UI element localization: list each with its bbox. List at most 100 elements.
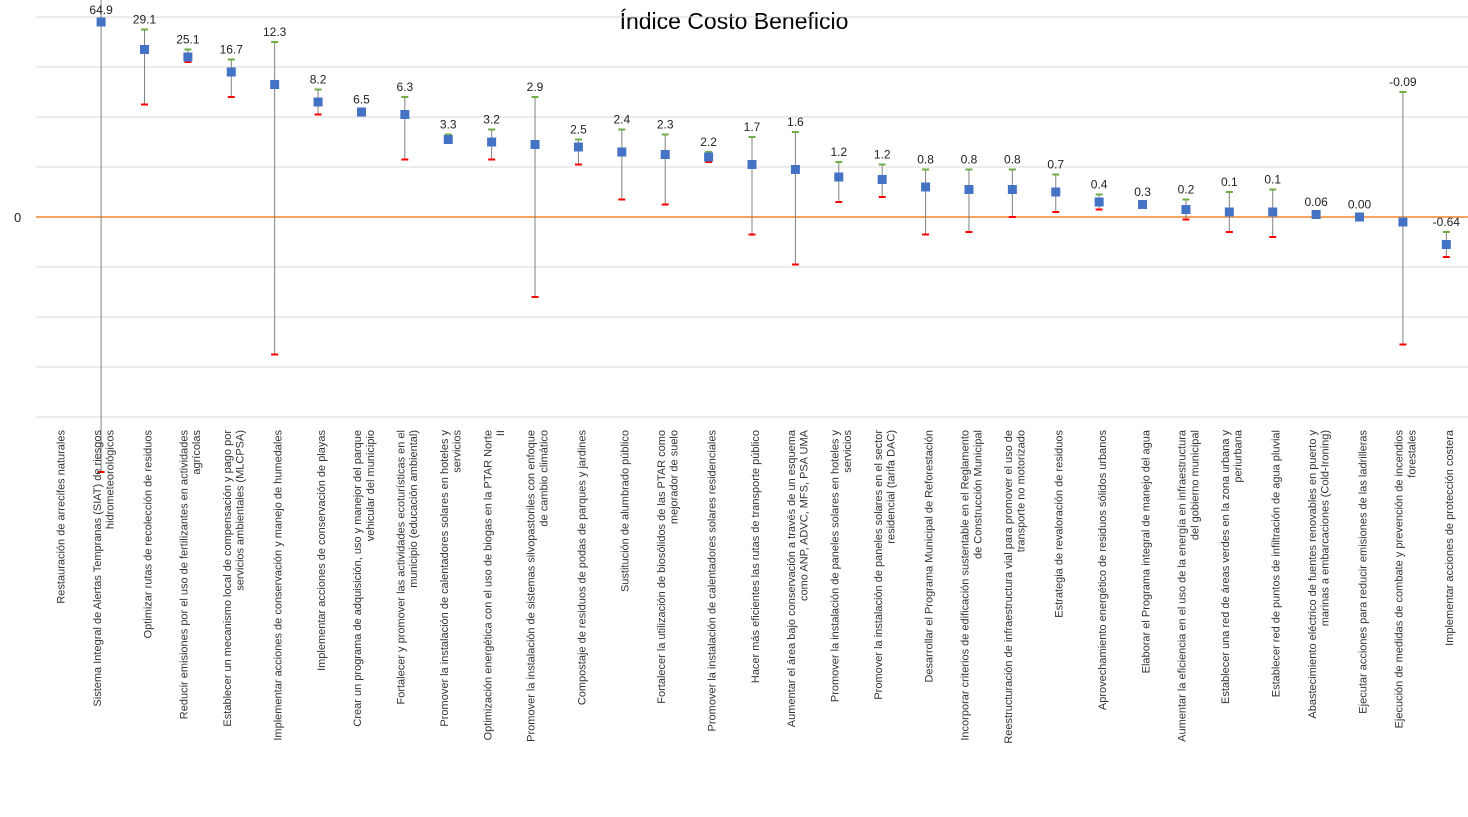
data-label: 0.2 bbox=[1178, 183, 1195, 197]
data-label: 1.7 bbox=[744, 120, 761, 134]
data-point-group: 0.1 Establecer red de puntos de infiltrac… bbox=[1264, 173, 1282, 698]
y-tick-label: 0 bbox=[14, 210, 21, 225]
data-point-group: -0.64 Implementar acciones de protección … bbox=[1433, 215, 1461, 646]
data-label: 0.4 bbox=[1091, 178, 1108, 192]
data-label: 8.2 bbox=[310, 73, 327, 87]
data-point bbox=[617, 147, 627, 157]
data-point bbox=[1355, 212, 1365, 222]
data-label: 0.8 bbox=[917, 153, 934, 167]
data-point bbox=[270, 80, 280, 89]
data-point bbox=[1051, 187, 1061, 197]
data-point bbox=[834, 172, 844, 182]
category-label: Ejecución de medidas de combate y preven… bbox=[1394, 430, 1419, 729]
data-point bbox=[139, 45, 149, 54]
category-label: Compostaje de residuos de podas de parqu… bbox=[576, 430, 588, 706]
data-point-group: 3.2 Optimización energética con el uso de… bbox=[482, 113, 507, 741]
data-point-group: -0.09 Ejecución de medidas de combate y p… bbox=[1389, 75, 1418, 728]
data-point-group: 0.8 Reestructuración de infraestructura v… bbox=[1003, 153, 1028, 744]
category-label: Sistema Integral de Alertas Tempranas (S… bbox=[92, 430, 117, 707]
data-point-group: 8.2 Implementar acciones de conservación … bbox=[310, 73, 328, 671]
data-point bbox=[1094, 197, 1104, 207]
category-label: Promover la instalación de sistemas silv… bbox=[526, 430, 551, 742]
data-point bbox=[1311, 210, 1321, 219]
data-label: 0.1 bbox=[1264, 173, 1281, 187]
data-label: 0.00 bbox=[1348, 198, 1372, 212]
category-label: Implementar acciones de conservación de … bbox=[316, 430, 328, 671]
data-point bbox=[877, 175, 887, 184]
data-label: 0.8 bbox=[961, 153, 978, 167]
data-label: 6.5 bbox=[353, 93, 370, 107]
data-point-group: 1.6 Aumentar el área bajo conservación a … bbox=[786, 115, 811, 727]
data-point-group: 1.2 Promover la instalación de paneles so… bbox=[829, 145, 854, 702]
data-point bbox=[1007, 185, 1017, 194]
category-label: Optimización energética con el uso de bi… bbox=[482, 430, 507, 740]
data-point-group: 16.7 Establecer un mecanismo local de com… bbox=[220, 43, 247, 727]
data-label: 3.2 bbox=[483, 113, 500, 127]
data-label: 6.3 bbox=[397, 80, 414, 94]
data-point bbox=[487, 137, 497, 147]
data-point-group: 112.3Restauración de arrecifes naturales bbox=[56, 430, 68, 604]
data-label: 64.9 bbox=[89, 3, 113, 17]
category-label: Hacer más eficientes las rutas de transp… bbox=[750, 430, 762, 683]
data-point bbox=[964, 185, 974, 194]
data-point bbox=[183, 52, 193, 62]
data-point-group: 12.3 Implementar acciones de conservación… bbox=[263, 25, 287, 741]
category-label: Establecer una red de áreas verdes en la… bbox=[1220, 429, 1245, 704]
data-label: 16.7 bbox=[220, 43, 244, 57]
data-point-group: 0.4 Aprovechamiento energético de residuo… bbox=[1091, 178, 1109, 711]
category-label: Promover la instalación de paneles solar… bbox=[873, 430, 898, 700]
category-label: Promover la instalación de calentadores … bbox=[439, 430, 464, 727]
data-point bbox=[313, 97, 323, 107]
data-label: 2.2 bbox=[700, 135, 717, 149]
data-label: 1.2 bbox=[874, 148, 891, 162]
category-label: Reducir emisiones por el uso de fertiliz… bbox=[179, 430, 204, 720]
category-label: Incorporar criterios de edificación sust… bbox=[960, 430, 985, 741]
category-label: Crear un programa de adquisición, uso y … bbox=[352, 430, 377, 727]
data-label: 0.7 bbox=[1047, 158, 1064, 172]
data-label: 2.9 bbox=[527, 80, 544, 94]
data-point-group: 1.7 Hacer más eficientes las rutas de tra… bbox=[744, 120, 762, 683]
category-label: Fortalecer la utilización de biosólidos … bbox=[656, 430, 681, 704]
data-point bbox=[443, 135, 453, 144]
data-point bbox=[1441, 240, 1451, 249]
category-label: Fortalecer y promover las actividades ec… bbox=[396, 430, 421, 705]
data-point-group: 0.8 Incorporar criterios de edificación s… bbox=[960, 153, 985, 741]
data-point bbox=[1224, 207, 1234, 217]
data-label: 2.4 bbox=[613, 113, 630, 127]
data-point-group: 6.5 Crear un programa de adquisición, uso… bbox=[352, 93, 377, 727]
category-label: Promover la instalación de paneles solar… bbox=[829, 430, 854, 703]
category-label: Establecer red de puntos de infiltración… bbox=[1271, 430, 1283, 697]
data-point bbox=[747, 160, 757, 169]
data-point bbox=[226, 67, 236, 77]
category-label: Reestructuración de infraestructura vial… bbox=[1003, 430, 1028, 744]
category-label: Elaborar el Programa integral de manejo … bbox=[1140, 429, 1152, 673]
data-point-group: 0.1 Establecer una red de áreas verdes en… bbox=[1220, 175, 1245, 704]
data-point bbox=[96, 17, 106, 27]
data-label: 1.6 bbox=[787, 115, 804, 129]
data-point-group: 29.1 Optimizar rutas de recolección de re… bbox=[133, 13, 157, 639]
data-label: 0.06 bbox=[1304, 195, 1328, 209]
data-label: 0.3 bbox=[1134, 185, 1151, 199]
category-label: Implementar acciones de protección coste… bbox=[1444, 429, 1456, 646]
category-label: Desarrollar el Programa Municipal de Ref… bbox=[923, 430, 935, 683]
category-label: Aumentar el área bajo conservación a tra… bbox=[786, 429, 811, 727]
category-label: Promover la instalación de calentadores … bbox=[706, 430, 718, 732]
data-point bbox=[1398, 217, 1408, 227]
data-point bbox=[660, 150, 670, 159]
data-point-group: 0.3 Elaborar el Programa integral de mane… bbox=[1134, 185, 1152, 673]
chart-title: Índice Costo Beneficio bbox=[619, 8, 849, 34]
data-point-group: 2.3 Fortalecer la utilización de biosólid… bbox=[656, 118, 681, 704]
category-label: Ejecutar acciones para reducir emisiones… bbox=[1357, 430, 1369, 714]
data-point bbox=[790, 165, 800, 174]
data-point-group: 0.8 Desarrollar el Programa Municipal de … bbox=[917, 153, 935, 683]
data-point-group: 0.7 Estrategia de revaloración de residuo… bbox=[1047, 158, 1065, 618]
data-label: 25.1 bbox=[176, 33, 200, 47]
data-point-group: 0.2 Aumentar la eficiencia en el uso de l… bbox=[1177, 183, 1202, 742]
category-label: Aprovechamiento energético de residuos s… bbox=[1097, 430, 1109, 711]
data-label: 0.1 bbox=[1221, 175, 1238, 189]
category-label: Establecer un mecanismo local de compens… bbox=[222, 430, 247, 727]
data-point bbox=[573, 142, 583, 152]
category-label: Optimizar rutas de recolección de residu… bbox=[142, 430, 154, 639]
data-point-group: 2.5 Compostaje de residuos de podas de pa… bbox=[570, 123, 588, 706]
